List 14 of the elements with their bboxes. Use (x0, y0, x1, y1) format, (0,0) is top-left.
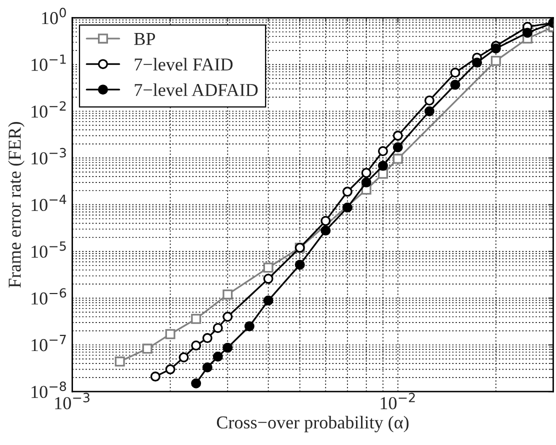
legend-label: BP (134, 33, 156, 45)
y-tick-label: 10$^{0}$ (42, 8, 66, 24)
legend-label: 7−level ADFAID (134, 83, 258, 96)
y-tick-label: 10$^{−1}$ (32, 54, 66, 71)
y-axis-title: Frame error rate (FER) (8, 122, 24, 288)
y-tick-label: 10$^{−5}$ (32, 241, 66, 258)
y-tick-label: 10$^{−7}$ (32, 334, 66, 352)
legend-label: 7−level FAID (134, 58, 233, 71)
y-tick-label: 10$^{−2}$ (32, 101, 66, 118)
y-tick-label: 10$^{−8}$ (32, 382, 66, 398)
y-tick-label: 10$^{−3}$ (32, 148, 66, 164)
x-axis-title: Cross−over probability (α) (216, 416, 409, 432)
y-tick-label: 10$^{−4}$ (32, 194, 66, 212)
y-tick-label: 10$^{−6}$ (32, 288, 66, 305)
